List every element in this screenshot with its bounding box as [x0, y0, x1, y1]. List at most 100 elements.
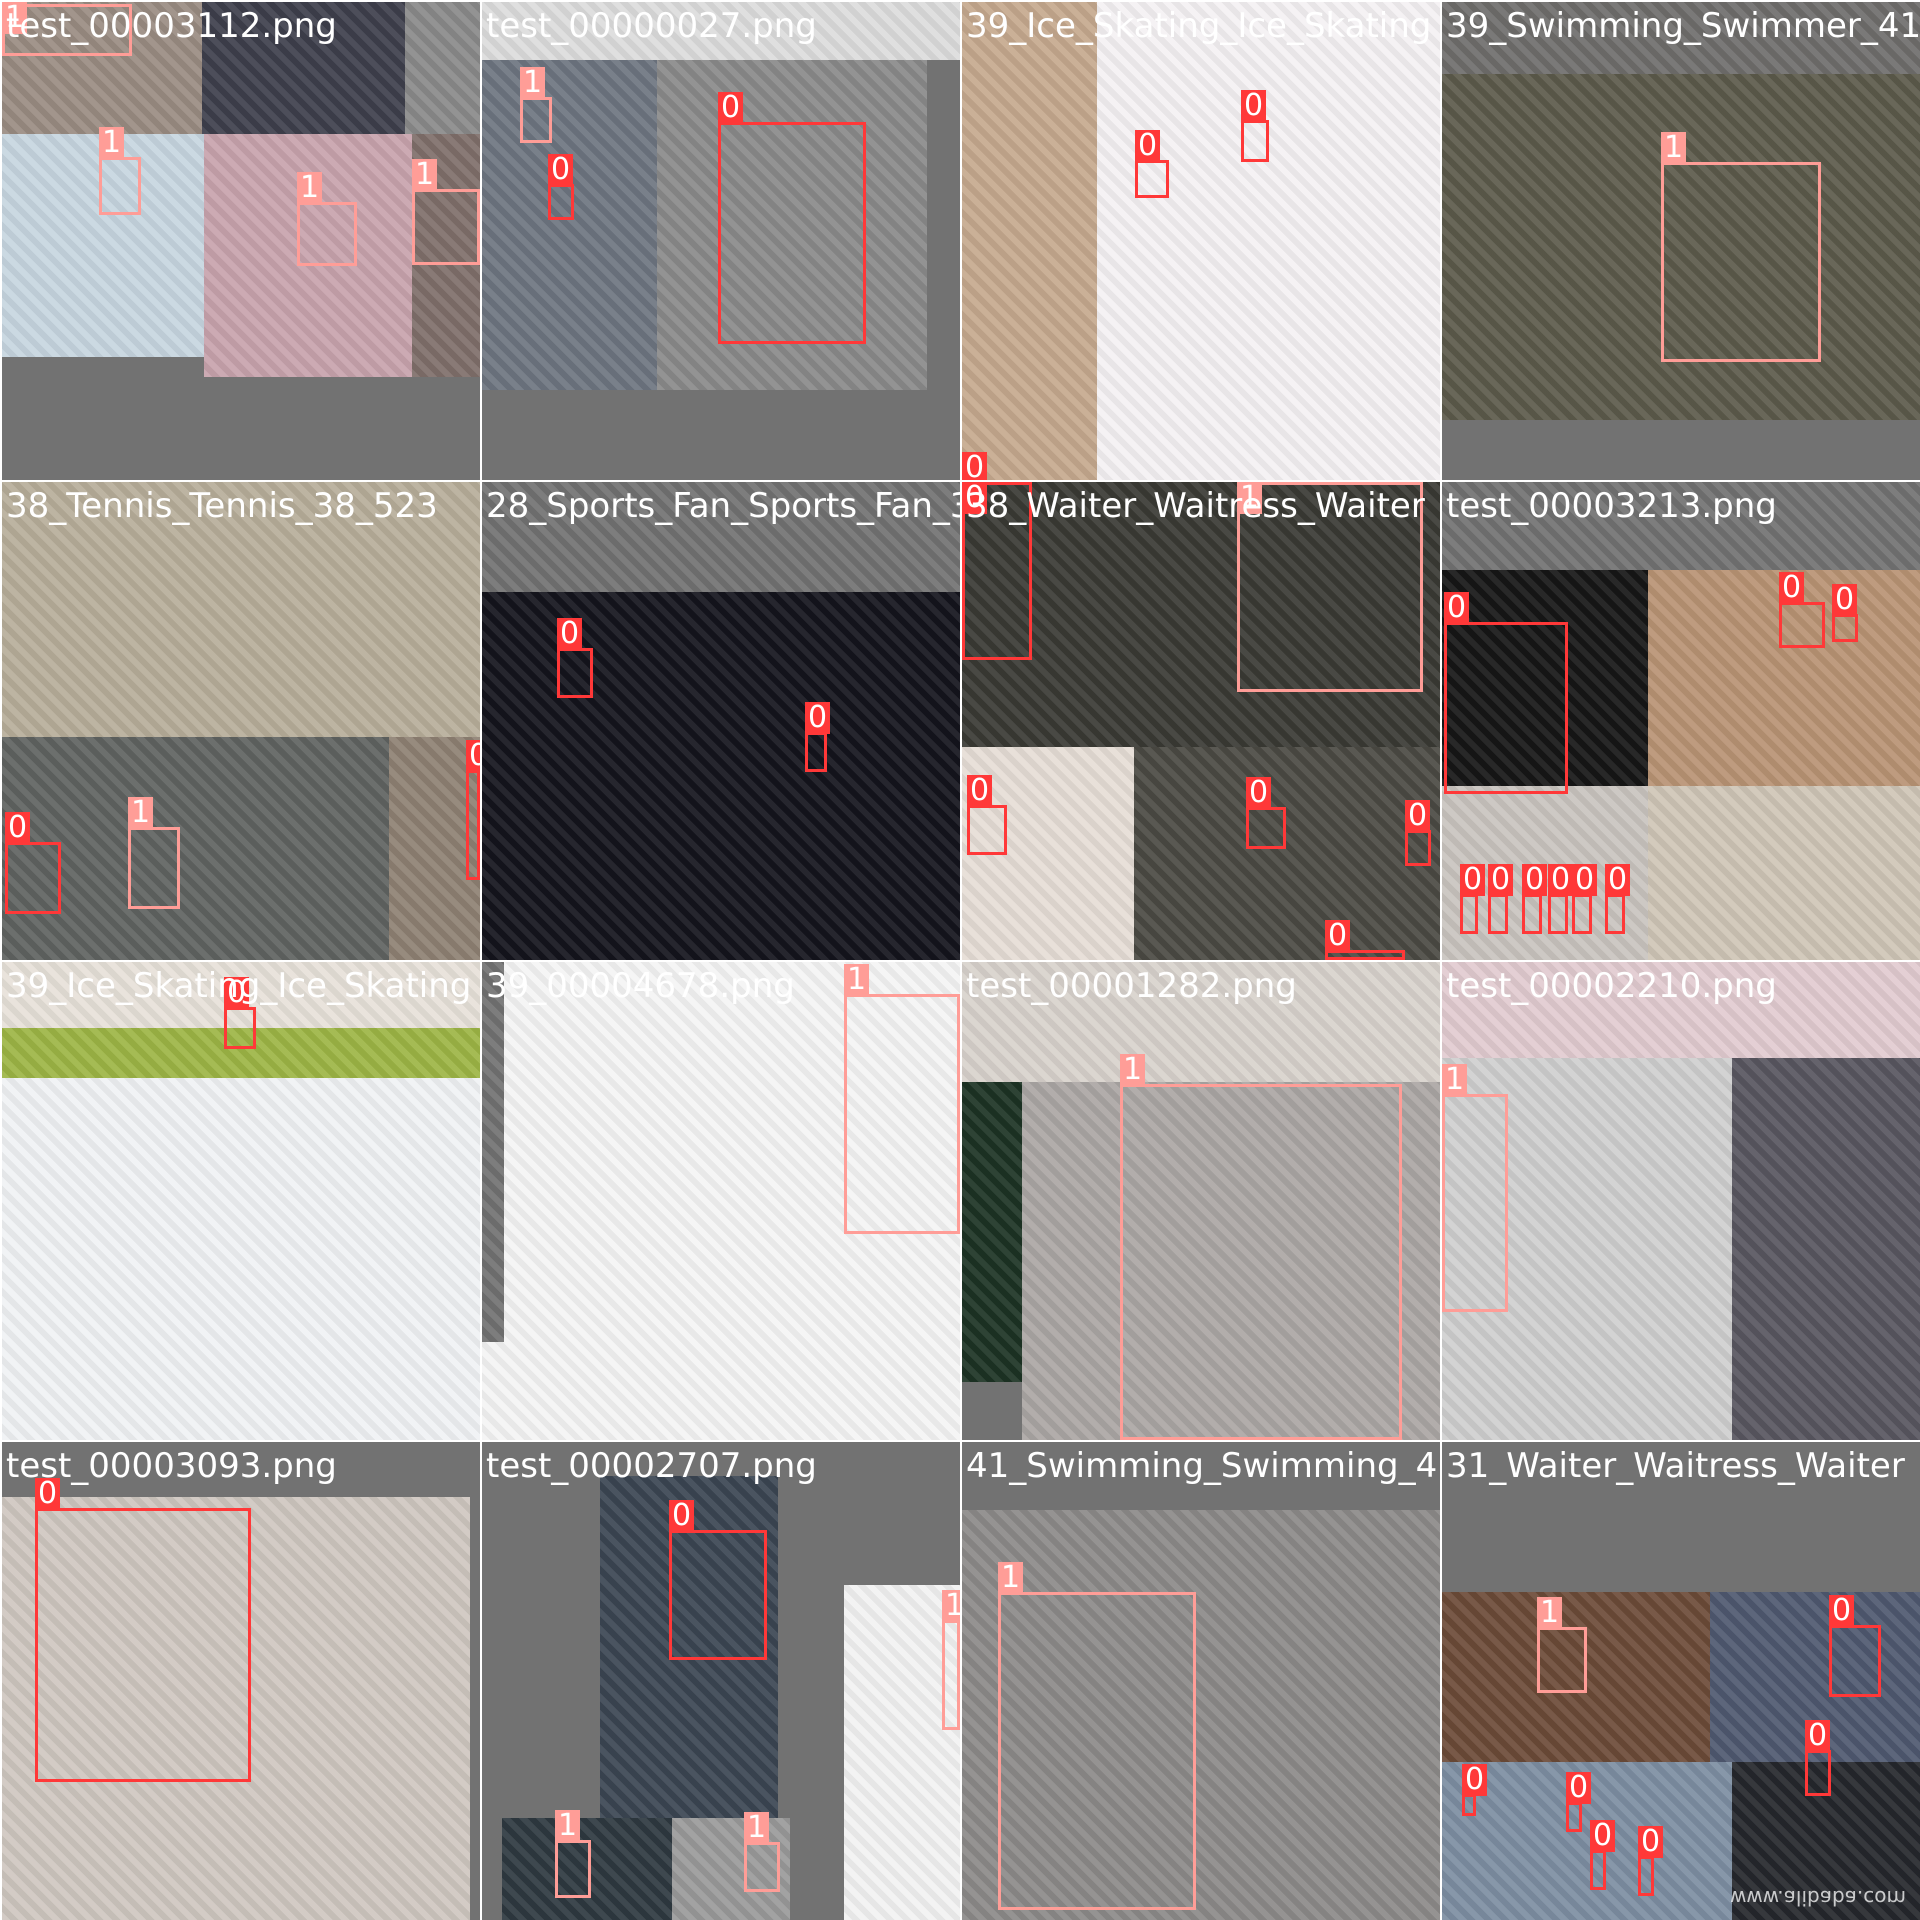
face-mask-bounding-box — [1572, 894, 1592, 934]
mosaic-tile: test_00002210.png 1 — [1442, 962, 1920, 1440]
face-mask-bounding-box — [1661, 162, 1821, 362]
class-label-badge: 1 — [998, 1562, 1024, 1594]
face-mask-bounding-box — [1638, 1856, 1654, 1896]
class-label-badge: 1 — [520, 67, 546, 99]
mosaic-tile: 39_00004678.png 1 — [482, 962, 960, 1440]
face-mask-bounding-box — [1805, 1750, 1831, 1796]
class-label-badge: 1 — [942, 1590, 960, 1622]
class-label-badge: 0 — [35, 1478, 61, 1510]
gray-left-strip-image — [482, 962, 504, 1342]
lace-mask-woman-image — [962, 1510, 1440, 1920]
face-mask-bounding-box — [1832, 614, 1858, 642]
class-label-badge: 1 — [297, 172, 323, 204]
class-label-badge: 0 — [1590, 1820, 1616, 1852]
tile-filename-label: 39_Swimming_Swimmer_41 — [1446, 6, 1920, 46]
class-label-badge: 0 — [466, 740, 480, 772]
class-label-badge: 0 — [1548, 864, 1574, 896]
class-label-badge: 0 — [1566, 1772, 1592, 1804]
face-mask-bounding-box — [1241, 120, 1269, 162]
mosaic-tile: test_00001282.png 1 — [962, 962, 1440, 1440]
class-label-badge: 0 — [1805, 1720, 1831, 1752]
mosaic-tile: test_00003112.png 1 1 1 1 — [2, 2, 480, 480]
class-label-badge: 0 — [1522, 864, 1548, 896]
times-square-image — [1442, 1762, 1732, 1920]
class-label-badge: 1 — [844, 964, 870, 996]
tile-filename-label: 31_Waiter_Waitress_Waiter — [1446, 1446, 1905, 1486]
face-mask-bounding-box — [718, 122, 866, 344]
class-label-badge: 1 — [1537, 1597, 1563, 1629]
face-mask-bounding-box — [1488, 894, 1508, 934]
face-mask-bounding-box — [967, 805, 1007, 855]
green-banner-image — [2, 1028, 480, 1078]
class-label-badge: 0 — [1488, 864, 1514, 896]
male-skater-image — [2, 1078, 480, 1440]
mosaic-tile: test_00003213.png 0 0 0 0 0 0 0 0 0 — [1442, 482, 1920, 960]
face-mask-bounding-box — [1325, 950, 1405, 960]
green-hood-child-image — [672, 1818, 790, 1920]
street-masks-image — [2, 737, 389, 960]
class-label-badge: 1 — [1120, 1054, 1146, 1086]
class-label-badge: 0 — [224, 977, 250, 1009]
gray-fill-image — [405, 2, 480, 134]
face-mask-bounding-box — [128, 827, 180, 909]
class-label-badge: 1 — [128, 797, 154, 829]
woman-jacket-image — [202, 2, 405, 134]
mosaic-tile: test_00002707.png 0 1 1 1 — [482, 1442, 960, 1920]
tile-filename-label: 38_Waiter_Waitress_Waiter — [966, 486, 1425, 526]
face-mask-bounding-box — [1605, 894, 1625, 934]
tile-filename-label: test_00002210.png — [1446, 966, 1777, 1006]
class-label-badge: 0 — [1638, 1826, 1664, 1858]
tile-filename-label: 28_Sports_Fan_Sports_Fan_328 — [486, 486, 960, 526]
class-label-badge: 1 — [744, 1812, 770, 1844]
class-label-badge: 0 — [1829, 1595, 1855, 1627]
waitress-pink-image — [1648, 570, 1920, 786]
class-label-badge: 1 — [99, 127, 125, 159]
class-label-badge: 1 — [412, 159, 438, 191]
face-mask-bounding-box — [1522, 894, 1542, 934]
green-screen-image — [962, 1082, 1022, 1382]
face-mask-bounding-box — [1779, 602, 1825, 648]
tile-filename-label: test_00003093.png — [6, 1446, 337, 1486]
face-mask-bounding-box — [1405, 830, 1431, 866]
class-label-badge: 0 — [1135, 130, 1161, 162]
class-label-badge: 1 — [1442, 1064, 1468, 1096]
class-label-badge: 1 — [1237, 482, 1263, 514]
colorful-pattern-image — [1442, 962, 1920, 1058]
mosaic-tile: 39_Ice_Skating_Ice_Skating 0 — [2, 962, 480, 1440]
dark-panel-image — [1732, 1058, 1920, 1440]
class-label-badge: 1 — [1661, 132, 1687, 164]
class-label-badge: 0 — [1832, 584, 1858, 616]
class-label-badge: 0 — [669, 1500, 695, 1532]
class-label-badge: 1 — [2, 2, 28, 34]
mosaic-tile: 38_Tennis_Tennis_38_523 0 1 0 — [2, 482, 480, 960]
face-mask-bounding-box — [5, 842, 61, 914]
face-mask-bounding-box — [1537, 1627, 1587, 1693]
patterned-textile-image — [1648, 786, 1920, 960]
class-label-badge: 0 — [1572, 864, 1598, 896]
face-mask-bounding-box — [1548, 894, 1568, 934]
face-mask-bounding-box — [669, 1530, 767, 1660]
face-mask-bounding-box — [805, 732, 827, 772]
face-mask-bounding-box — [1246, 807, 1286, 849]
tile-filename-label: test_00000027.png — [486, 6, 817, 46]
tile-filename-label: test_00002707.png — [486, 1446, 817, 1486]
tile-filename-label: 39_Ice_Skating_Ice_Skating — [966, 6, 1432, 46]
crying-woman-image — [2, 1497, 470, 1920]
class-label-badge: 0 — [1444, 592, 1470, 624]
class-label-badge: 0 — [5, 812, 31, 844]
class-label-badge: 0 — [1405, 800, 1431, 832]
face-mask-bounding-box — [520, 97, 552, 143]
mosaic-tile: 28_Sports_Fan_Sports_Fan_328 0 0 — [482, 482, 960, 960]
face-mask-bounding-box — [1135, 160, 1169, 198]
mosaic-tile: 39_Swimming_Swimmer_41 1 — [1442, 2, 1920, 480]
class-label-badge: 0 — [1246, 777, 1272, 809]
mosaic-tile: test_00003093.png 0 — [2, 1442, 480, 1920]
class-label-badge: 0 — [1605, 864, 1631, 896]
mosaic-tile: 41_Swimming_Swimming_41_577 1 — [962, 1442, 1440, 1920]
face-mask-bounding-box — [1120, 1084, 1402, 1440]
face-mask-bounding-box — [1442, 1094, 1508, 1312]
purple-mask-closeup-image — [962, 2, 1097, 480]
gray-margin-image — [482, 482, 960, 592]
woman-white-mask-image — [1442, 74, 1920, 420]
